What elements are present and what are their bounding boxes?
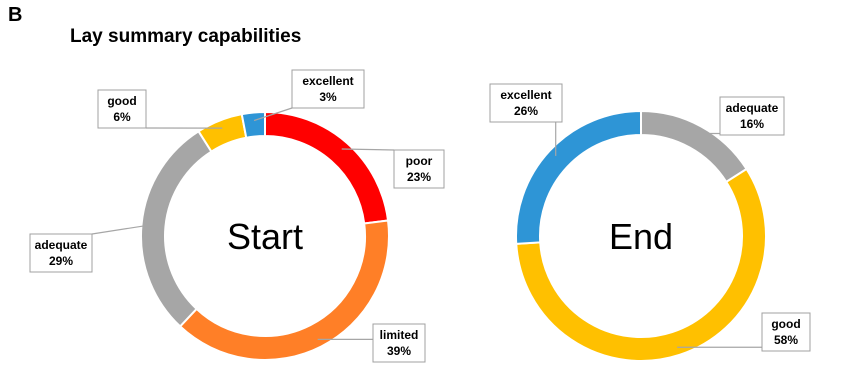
slice-category-label: adequate (726, 101, 779, 115)
slice-good (515, 167, 767, 362)
slice-excellent (240, 110, 266, 139)
slice-percent-label: 16% (740, 117, 764, 131)
data-label-adequate: adequate 29% (29, 233, 93, 273)
slice-percent-label: 3% (319, 90, 337, 104)
slice-adequate (140, 129, 213, 328)
label-box (719, 96, 785, 136)
slice-category-label: excellent (500, 88, 551, 102)
label-box (393, 149, 445, 189)
label-box (372, 323, 426, 363)
donut-center-label: End (609, 216, 673, 257)
data-label-excellent: excellent 26% (489, 83, 563, 123)
label-box (489, 83, 563, 123)
data-label-excellent: excellent 3% (291, 69, 365, 109)
donut-center-label: Start (227, 216, 303, 257)
data-label-adequate: adequate 16% (719, 96, 785, 136)
leader-line-excellent (253, 107, 293, 122)
leader-line-poor (341, 148, 395, 151)
data-label-limited: limited 39% (372, 323, 426, 363)
label-box (291, 69, 365, 109)
label-box (29, 233, 93, 273)
slice-percent-label: 29% (49, 254, 73, 268)
slice-category-label: excellent (302, 74, 353, 88)
start-donut-chart: poor 23% limited 39% adequate 29% good 6% excell… (29, 69, 445, 363)
slice-percent-label: 23% (407, 170, 431, 184)
slice-percent-label: 39% (387, 344, 411, 358)
label-box (97, 89, 147, 129)
data-label-poor: poor 23% (393, 149, 445, 189)
data-label-good: good 58% (761, 312, 811, 352)
slice-category-label: adequate (35, 238, 88, 252)
label-box (761, 312, 811, 352)
slice-excellent (515, 109, 642, 245)
slice-percent-label: 26% (514, 104, 538, 118)
data-label-good: good 6% (97, 89, 147, 129)
panel-letter: B (8, 4, 23, 26)
slice-category-label: limited (380, 328, 419, 342)
slice-percent-label: 6% (113, 110, 131, 124)
slice-poor (264, 110, 390, 225)
leader-line-adequate (91, 224, 150, 235)
slice-category-label: good (107, 94, 136, 108)
end-donut-chart: adequate 16% good 58% excellent 26% End (489, 83, 811, 362)
slice-category-label: good (771, 317, 800, 331)
slice-percent-label: 58% (774, 333, 798, 347)
chart-title: Lay summary capabilities (70, 26, 302, 47)
slice-category-label: poor (406, 154, 433, 168)
